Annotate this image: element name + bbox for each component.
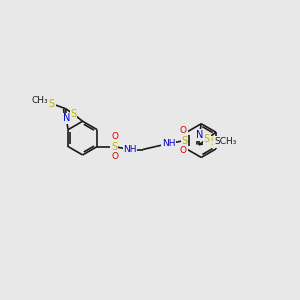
Text: O: O xyxy=(112,132,118,141)
Text: S: S xyxy=(70,109,77,119)
Text: NH: NH xyxy=(123,145,137,154)
Text: O: O xyxy=(112,152,118,161)
Text: NH: NH xyxy=(162,139,175,148)
Text: N: N xyxy=(196,130,203,140)
Text: S: S xyxy=(111,142,117,152)
Text: SCH₃: SCH₃ xyxy=(214,136,236,146)
Text: S: S xyxy=(204,134,210,144)
Text: N: N xyxy=(63,113,70,123)
Text: S: S xyxy=(181,136,188,146)
Text: S: S xyxy=(210,137,217,147)
Text: S: S xyxy=(49,99,55,109)
Text: O: O xyxy=(180,126,187,135)
Text: O: O xyxy=(180,146,187,155)
Text: CH₃: CH₃ xyxy=(32,96,49,105)
